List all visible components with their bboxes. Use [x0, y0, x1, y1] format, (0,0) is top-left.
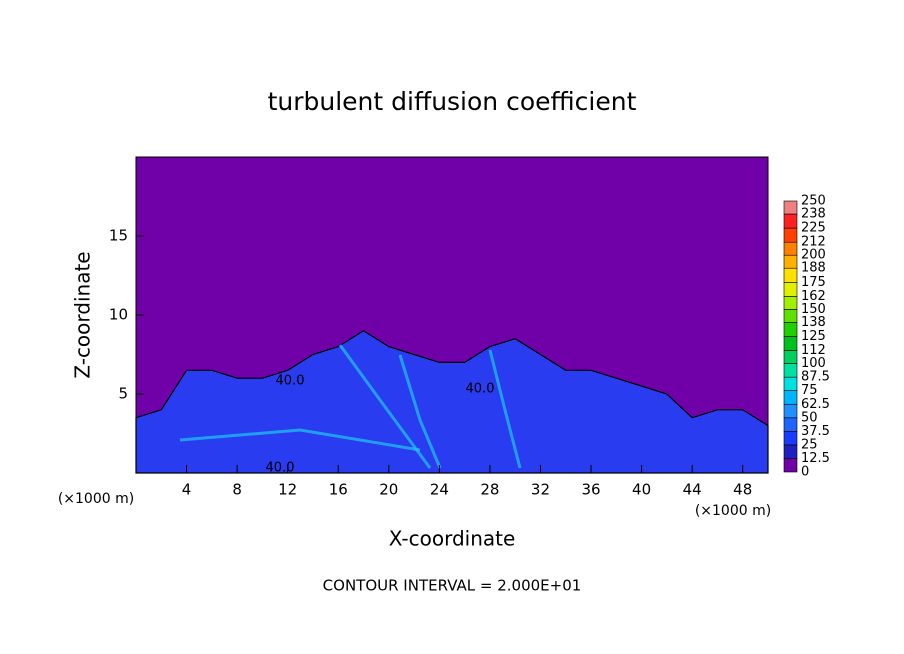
colorbar-box [783, 417, 798, 432]
colorbar-box [783, 390, 798, 405]
x-tick-label: 40 [632, 481, 651, 499]
colorbar-box [783, 281, 798, 297]
colorbar-box [783, 336, 798, 351]
x-tick-label: 48 [733, 481, 752, 499]
x-tick-label: 36 [581, 481, 600, 499]
x-unit-right: (×1000 m) [695, 503, 771, 519]
colorbar-label: 150 [801, 302, 826, 317]
colorbar-label: 212 [801, 235, 826, 250]
y-tick-label: 15 [109, 227, 128, 245]
y-tick-label: 5 [118, 385, 128, 403]
chart-title: turbulent diffusion coefficient [268, 87, 637, 116]
colorbar-label: 225 [801, 221, 826, 236]
x-tick-label: 32 [531, 481, 550, 499]
colorbar-box [783, 254, 798, 269]
colorbar-box [783, 350, 798, 364]
y-tick-label: 10 [109, 306, 128, 324]
colorbar-box [783, 458, 798, 473]
colorbar-label: 188 [801, 261, 826, 276]
colorbar-label: 175 [801, 275, 826, 290]
x-tick-label: 16 [329, 481, 348, 499]
streak [488, 349, 522, 469]
colorbar-label: 200 [801, 248, 826, 263]
streak [179, 428, 421, 452]
colorbar-label: 238 [801, 207, 826, 222]
colorbar-label: 87.5 [801, 370, 830, 385]
streak [398, 354, 442, 469]
colorbar-box [783, 241, 798, 256]
footnote: CONTOUR INTERVAL = 2.000E+01 [323, 577, 582, 595]
streak [338, 344, 432, 469]
colorbar-box [783, 213, 798, 229]
colorbar-label: 138 [801, 315, 826, 330]
x-axis-label: X-coordinate [389, 527, 516, 551]
colorbar-box [783, 227, 798, 243]
colorbar-label: 50 [801, 410, 818, 425]
colorbar-label: 12.5 [801, 451, 830, 466]
colorbar-box [783, 322, 798, 337]
colorbar-label: 37.5 [801, 424, 830, 439]
colorbar-label: 0 [801, 465, 809, 480]
x-tick-label: 28 [480, 481, 499, 499]
colorbar-box [783, 431, 798, 446]
colorbar-label: 25 [801, 437, 818, 452]
x-tick-label: 24 [430, 481, 449, 499]
colorbar-label: 100 [801, 356, 826, 371]
colorbar-label: 112 [801, 343, 826, 358]
colorbar-box [783, 309, 798, 323]
colorbar-label: 75 [801, 383, 818, 398]
colorbar-box [783, 200, 798, 215]
colorbar-box [783, 376, 798, 391]
colorbar-label: 250 [801, 194, 826, 209]
colorbar-label: 162 [801, 289, 826, 304]
x-tick-label: 12 [278, 481, 297, 499]
x-tick-label: 20 [379, 481, 398, 499]
x-tick-label: 44 [683, 481, 702, 499]
x-tick-label: 8 [232, 481, 242, 499]
x-tick-label: 4 [182, 481, 192, 499]
x-unit-left: (×1000 m) [58, 491, 134, 507]
contour-label: 40.0 [466, 382, 495, 397]
colorbar-box [783, 363, 798, 378]
turbulent-layer [135, 330, 769, 474]
colorbar-label: 125 [801, 329, 826, 344]
colorbar-box [783, 267, 798, 283]
colorbar-label: 62.5 [801, 397, 830, 412]
colorbar-box [783, 403, 798, 419]
contour-label: 40.0 [276, 374, 305, 389]
y-axis-label: Z-coordinate [71, 251, 95, 378]
colorbar-box [783, 296, 798, 310]
colorbar-box [783, 444, 798, 459]
